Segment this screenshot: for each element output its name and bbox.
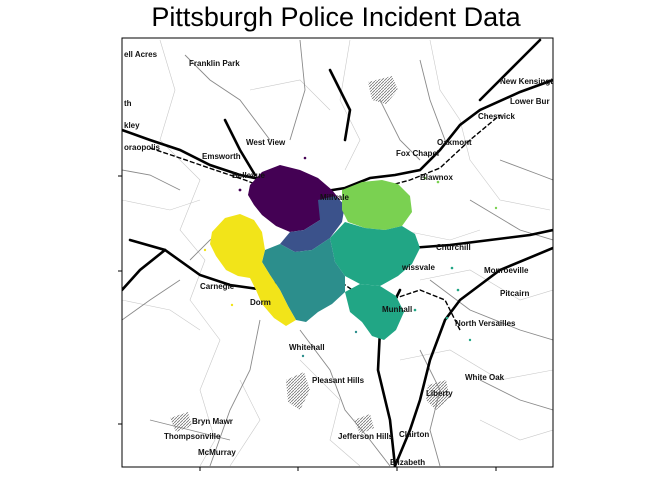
label-lower-burrell: Lower Bur	[510, 97, 550, 106]
label-new-kensington: New Kensingt	[500, 77, 553, 86]
place-labels: ell Acres Franklin Park New Kensingt Low…	[124, 50, 553, 467]
label-west-view: West View	[246, 138, 286, 147]
label-bryn-mawr: Bryn Mawr	[192, 417, 233, 426]
label-wissvale: wissvale	[401, 263, 435, 272]
label-liberty: Liberty	[426, 389, 453, 398]
label-dorm: Dorm	[250, 298, 271, 307]
label-north-versailles: North Versailles	[455, 319, 516, 328]
axis-ticks	[118, 175, 497, 471]
label-monroeville: Monroeville	[484, 266, 529, 275]
incident-cluster-south-east	[345, 284, 404, 340]
label-cheswick: Cheswick	[478, 112, 515, 121]
label-fox-chapel: Fox Chapel	[396, 149, 439, 158]
label-white-oak: White Oak	[465, 373, 505, 382]
label-bellevue: Bellevue	[232, 171, 265, 180]
map-frame	[121, 37, 554, 468]
label-elizabeth: Elizabeth	[390, 458, 425, 467]
label-mcmurray: McMurray	[198, 448, 236, 457]
label-clairton: Clairton	[399, 430, 429, 439]
label-churchill: Churchill	[436, 243, 471, 252]
label-munhall: Munhall	[382, 305, 412, 314]
chart-title: Pittsburgh Police Incident Data	[151, 2, 521, 32]
minor-roads	[122, 39, 553, 467]
municipal-boundaries	[122, 39, 553, 467]
label-franklin-park: Franklin Park	[189, 59, 240, 68]
label-carnegie: Carnegie	[200, 282, 235, 291]
label-oraopolis: oraopolis	[124, 143, 161, 152]
label-millvale: Millvale	[320, 193, 349, 202]
label-th: th	[124, 99, 132, 108]
label-pitcairn: Pitcairn	[500, 289, 529, 298]
parks	[170, 76, 450, 434]
label-jefferson-hills: Jefferson Hills	[338, 432, 394, 441]
incident-cluster-central	[280, 196, 345, 252]
label-blawnox: Blawnox	[420, 173, 453, 182]
label-oakmont: Oakmont	[437, 138, 472, 147]
scattered-incidents	[203, 156, 498, 358]
incident-cluster-northeast	[342, 180, 412, 230]
label-kley: kley	[124, 121, 140, 130]
label-bell-acres: ell Acres	[124, 50, 158, 59]
incident-clusters	[210, 165, 420, 340]
incident-cluster-south	[262, 238, 345, 322]
incident-cluster-west	[210, 214, 296, 326]
label-emsworth: Emsworth	[202, 152, 241, 161]
label-whitehall: Whitehall	[289, 343, 325, 352]
incident-cluster-east	[330, 222, 420, 286]
label-pleasant-hills: Pleasant Hills	[312, 376, 365, 385]
label-thompsonville: Thompsonville	[164, 432, 221, 441]
incident-cluster-north	[248, 165, 340, 232]
